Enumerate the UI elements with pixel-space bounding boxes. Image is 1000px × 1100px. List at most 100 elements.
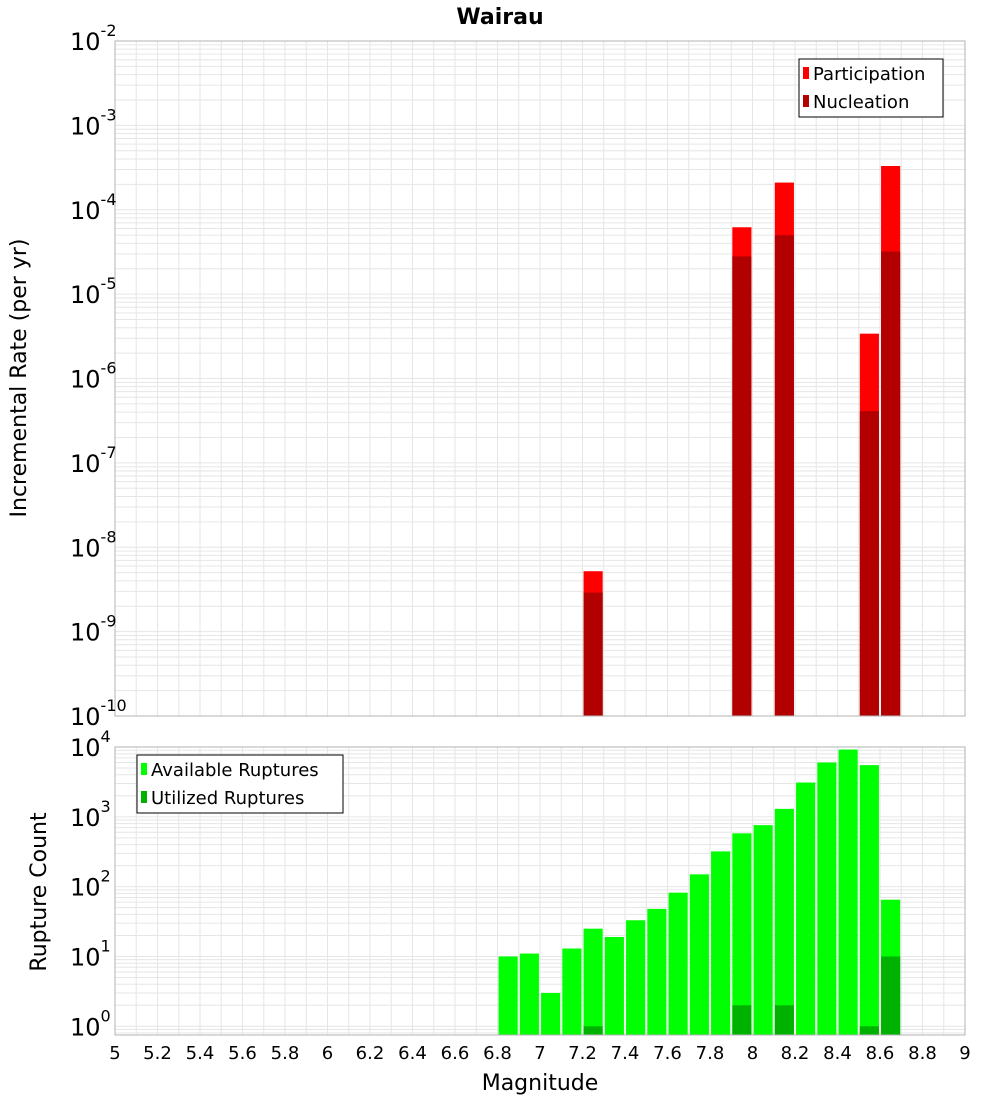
rate-y-ticks: 10-210-310-410-510-610-710-810-910-10 — [70, 21, 127, 731]
rate-y-tick-exp: -7 — [101, 443, 117, 462]
count-y-tick-base: 10 — [70, 734, 101, 762]
rate-legend-box — [798, 58, 944, 118]
count-y-axis-label: Rupture Count — [27, 812, 52, 972]
legend-label-participation: Participation — [813, 64, 925, 85]
x-tick-label: 7.6 — [653, 1043, 682, 1064]
count-y-tick-base: 10 — [70, 874, 101, 902]
count-y-tick-exp: 2 — [101, 867, 111, 886]
x-tick-label: 7 — [534, 1043, 545, 1064]
rate-y-axis-label: Incremental Rate (per yr) — [7, 239, 32, 518]
count-bars — [498, 749, 901, 1035]
rate-panel: 10-210-310-410-510-610-710-810-910-10 In… — [7, 21, 966, 731]
rate-y-tick-exp: -5 — [101, 274, 117, 293]
bar-utilized — [859, 1026, 879, 1035]
legend-label-utilized: Utilized Ruptures — [151, 788, 304, 809]
bar-available — [774, 808, 794, 1035]
x-tick-label: 6.6 — [441, 1043, 470, 1064]
bar-nucleation — [732, 256, 752, 716]
count-y-tick-label: 104 — [70, 727, 111, 762]
rate-y-tick-label: 10-3 — [70, 105, 117, 140]
x-tick-label: 8.4 — [823, 1043, 852, 1064]
x-tick-label: 5.2 — [143, 1043, 172, 1064]
bar-available — [732, 833, 752, 1035]
count-y-tick-label: 100 — [70, 1006, 111, 1041]
bar-available — [668, 892, 688, 1035]
rate-y-tick-label: 10-9 — [70, 612, 117, 647]
bar-utilized — [881, 956, 901, 1035]
rate-y-tick-base: 10 — [70, 197, 101, 225]
bar-utilized — [774, 1005, 794, 1035]
bar-available — [753, 825, 773, 1035]
x-tick-label: 5 — [109, 1043, 120, 1064]
rate-y-tick-base: 10 — [70, 112, 101, 140]
count-y-tick-base: 10 — [70, 944, 101, 972]
rate-legend: Participation Nucleation — [798, 58, 944, 118]
rate-y-tick-base: 10 — [70, 703, 101, 731]
x-tick-label: 5.6 — [228, 1043, 257, 1064]
x-tick-label: 6 — [322, 1043, 333, 1064]
rate-y-tick-exp: -6 — [101, 359, 117, 378]
legend-swatch-available — [141, 763, 147, 775]
bar-available — [796, 782, 816, 1035]
bar-available — [519, 953, 539, 1035]
rate-bars — [583, 166, 901, 716]
rate-y-tick-base: 10 — [70, 28, 101, 56]
rate-y-tick-base: 10 — [70, 619, 101, 647]
bar-available — [689, 874, 709, 1035]
x-tick-label: 7.2 — [568, 1043, 597, 1064]
rate-y-tick-label: 10-6 — [70, 359, 117, 394]
count-y-tick-label: 103 — [70, 797, 111, 832]
bar-available — [498, 956, 518, 1035]
rate-y-tick-label: 10-10 — [70, 696, 127, 731]
x-tick-label: 9 — [959, 1043, 970, 1064]
rate-y-tick-exp: -4 — [101, 190, 117, 209]
rate-y-tick-exp: -2 — [101, 21, 117, 40]
rate-y-tick-label: 10-4 — [70, 190, 117, 225]
count-y-tick-base: 10 — [70, 804, 101, 832]
x-tick-label: 8.8 — [908, 1043, 937, 1064]
count-legend: Available Ruptures Utilized Ruptures — [136, 754, 344, 814]
x-tick-label: 8 — [747, 1043, 758, 1064]
rate-y-tick-label: 10-5 — [70, 274, 117, 309]
x-tick-label: 5.8 — [271, 1043, 300, 1064]
rate-grid — [114, 41, 966, 717]
bar-available — [711, 851, 731, 1035]
magnitude-x-ticks: 5 5.2 5.4 5.6 5.8 6 6.2 6.4 6.6 6.8 7 7.2 7.4 7.6 7.8 8… — [109, 1043, 970, 1064]
rate-y-tick-base: 10 — [70, 281, 101, 309]
x-tick-label: 6.2 — [356, 1043, 385, 1064]
count-y-tick-exp: 1 — [101, 937, 111, 956]
bar-available — [604, 937, 624, 1035]
count-y-tick-label: 102 — [70, 867, 111, 902]
rate-y-tick-base: 10 — [70, 366, 101, 394]
x-tick-label: 8.2 — [781, 1043, 810, 1064]
rate-y-tick-exp: -3 — [101, 105, 117, 124]
bar-nucleation — [583, 592, 603, 716]
bar-available — [817, 762, 837, 1035]
bar-utilized — [732, 1005, 752, 1035]
legend-label-nucleation: Nucleation — [813, 92, 909, 113]
x-axis-label: Magnitude — [482, 1071, 599, 1096]
count-y-tick-base: 10 — [70, 1013, 101, 1041]
rate-y-tick-label: 10-2 — [70, 21, 117, 56]
rate-y-tick-base: 10 — [70, 450, 101, 478]
x-tick-label: 7.4 — [611, 1043, 640, 1064]
rate-y-tick-base: 10 — [70, 534, 101, 562]
bar-available — [626, 920, 646, 1035]
rate-plot-frame — [114, 40, 966, 717]
count-y-tick-label: 101 — [70, 937, 111, 972]
x-tick-label: 6.4 — [398, 1043, 427, 1064]
count-legend-box — [136, 754, 344, 814]
chart-title: Wairau — [456, 5, 543, 30]
x-tick-label: 5.4 — [186, 1043, 215, 1064]
rate-y-tick-exp: -10 — [101, 696, 127, 715]
count-y-tick-exp: 0 — [101, 1006, 111, 1025]
x-tick-label: 7.8 — [696, 1043, 725, 1064]
bar-nucleation — [774, 235, 794, 716]
count-y-tick-exp: 4 — [101, 727, 111, 746]
bar-available — [541, 992, 561, 1035]
bar-available — [859, 765, 879, 1035]
rate-y-tick-exp: -8 — [101, 527, 117, 546]
